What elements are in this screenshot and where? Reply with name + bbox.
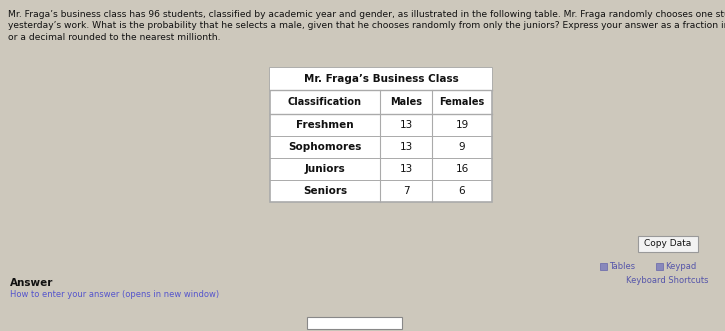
Bar: [270, 68, 492, 90]
Text: Classification: Classification: [288, 97, 362, 107]
Text: Seniors: Seniors: [303, 186, 347, 196]
Bar: [270, 68, 492, 202]
Text: Answer: Answer: [10, 278, 54, 288]
Text: Juniors: Juniors: [304, 164, 345, 174]
Bar: [638, 236, 698, 252]
Text: Tables: Tables: [609, 262, 635, 271]
Text: Mr. Fraga’s business class has 96 students, classified by academic year and gend: Mr. Fraga’s business class has 96 studen…: [8, 10, 725, 19]
Text: 13: 13: [399, 142, 413, 152]
Text: Females: Females: [439, 97, 484, 107]
Text: 13: 13: [399, 164, 413, 174]
Text: Males: Males: [390, 97, 422, 107]
Text: Sophomores: Sophomores: [289, 142, 362, 152]
Text: 6: 6: [459, 186, 465, 196]
Bar: [656, 263, 663, 270]
Text: 19: 19: [455, 120, 468, 130]
Text: 13: 13: [399, 120, 413, 130]
Text: Mr. Fraga’s Business Class: Mr. Fraga’s Business Class: [304, 74, 458, 84]
Text: or a decimal rounded to the nearest millionth.: or a decimal rounded to the nearest mill…: [8, 33, 220, 42]
Bar: [307, 317, 402, 329]
Text: Freshmen: Freshmen: [297, 120, 354, 130]
Text: 16: 16: [455, 164, 468, 174]
Bar: [600, 263, 607, 270]
Text: Keyboard Shortcuts: Keyboard Shortcuts: [626, 276, 708, 285]
Text: How to enter your answer (opens in new window): How to enter your answer (opens in new w…: [10, 290, 219, 299]
Text: Copy Data: Copy Data: [645, 240, 692, 249]
Text: yesterday’s work. What is the probability that he selects a male, given that he : yesterday’s work. What is the probabilit…: [8, 22, 725, 30]
Text: 9: 9: [459, 142, 465, 152]
Text: Keypad: Keypad: [665, 262, 696, 271]
Text: 7: 7: [402, 186, 410, 196]
